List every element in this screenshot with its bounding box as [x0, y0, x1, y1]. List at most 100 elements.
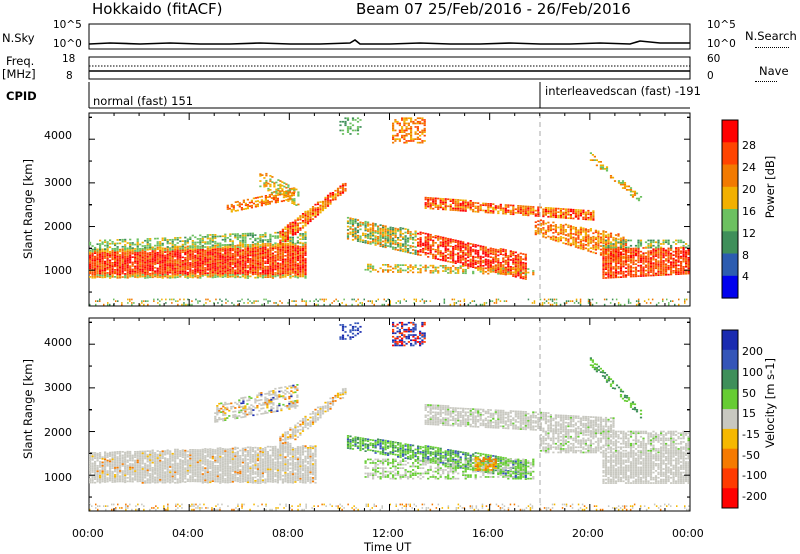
power-top-patch: [392, 117, 426, 144]
colorbar-swatch: [722, 209, 738, 232]
power-cb-tick-24: 24: [742, 161, 756, 174]
velocity-rise: [279, 387, 347, 454]
colorbar-swatch: [722, 164, 738, 188]
nsearch-legend-line: [755, 47, 789, 48]
xtick-2: 08:00: [272, 527, 304, 540]
velocity-streaks: [214, 384, 299, 423]
colorbar-swatch: [722, 231, 738, 255]
vel-cb-tick-m100: -100: [742, 469, 767, 482]
y-ticks: [89, 116, 690, 498]
velocity-late: [602, 452, 690, 484]
power-streak-b: [259, 172, 300, 206]
freq-unit-label: [MHz]: [2, 67, 36, 81]
velocity-colorbar: [721, 329, 739, 509]
power-cb-tick-8: 8: [742, 249, 749, 262]
colorbar-frame: [721, 329, 739, 509]
nave-tick-top: 60: [707, 53, 721, 65]
power-rise: [279, 182, 347, 249]
vel-cb-tick-15: 15: [742, 407, 756, 420]
velocity-panel: [88, 317, 691, 512]
colorbar-swatch: [722, 468, 738, 489]
velocity-lower: [364, 458, 535, 480]
velocity-ytick-4000: 4000: [44, 336, 72, 349]
power-cb-tick-4: 4: [742, 270, 749, 283]
power-main-band: [89, 241, 307, 279]
colorbar-swatch: [722, 448, 738, 469]
power-ytick-3000: 3000: [44, 176, 72, 189]
velocity-ytick-1000: 1000: [44, 471, 72, 484]
colorbar-frame: [721, 119, 739, 299]
colorbar-swatch: [722, 349, 738, 371]
power-ytick-2000: 2000: [44, 220, 72, 233]
power-late: [602, 246, 690, 279]
velocity-upper: [424, 404, 615, 435]
vel-cb-tick-50: 50: [742, 387, 756, 400]
xtick-1: 04:00: [172, 527, 204, 540]
colorbar-swatch: [722, 275, 738, 299]
nsearch-tick-top: 10^5: [707, 19, 736, 31]
power-cb-tick-16: 16: [742, 205, 756, 218]
velocity-top-patch: [392, 321, 426, 347]
power-panel: [88, 112, 691, 307]
nsearch-tick-bottom: 10^0: [707, 38, 736, 50]
colorbar-swatch: [722, 186, 738, 210]
velocity-orange-patch: [474, 456, 497, 471]
power-cb-tick-28: 28: [742, 139, 756, 152]
colorbar-swatch: [722, 253, 738, 277]
freq-tick-top: 18: [62, 53, 76, 65]
nsky-tick-bottom: 10^0: [53, 38, 82, 50]
power-late-streak: [589, 152, 643, 202]
xtick-4: 16:00: [472, 527, 504, 540]
cpid-label: CPID: [6, 89, 37, 103]
vel-cb-tick-m50: -50: [742, 449, 760, 462]
beam-date-title: Beam 07 25/Feb/2016 - 26/Feb/2016: [356, 0, 631, 18]
power-cb-tick-12: 12: [742, 227, 756, 240]
colorbar-swatch: [722, 142, 738, 166]
vel-cb-tick-200: 200: [742, 345, 763, 358]
colorbar-swatch: [722, 330, 738, 351]
colorbar-swatch: [722, 409, 738, 430]
colorbar-swatch: [722, 488, 738, 509]
cpid-strip: [88, 82, 690, 109]
nsky-label: N.Sky: [2, 31, 35, 45]
nsky-trace: [88, 39, 690, 45]
site-title: Hokkaido (fitACF): [92, 0, 223, 18]
velocity-ytick-3000: 3000: [44, 381, 72, 394]
nsky-tick-top: 10^5: [53, 19, 82, 31]
power-descend: [346, 216, 527, 280]
vel-cb-tick-m15: -15: [742, 428, 760, 441]
power-upper: [424, 196, 595, 221]
nave-legend-line: [755, 81, 777, 82]
nsearch-label: N.Search: [745, 29, 797, 43]
freq-label: Freq.: [6, 54, 35, 68]
velocity-late-streak: [589, 357, 643, 419]
xaxis-label: Time UT: [364, 540, 412, 554]
power-ytick-4000: 4000: [44, 129, 72, 142]
freq-strip: [88, 56, 691, 80]
power-colorbar: [721, 119, 739, 299]
colorbar-swatch: [722, 120, 738, 143]
power-cb-tick-20: 20: [742, 183, 756, 196]
velocity-late-upper: [539, 430, 690, 454]
power-ytick-1000: 1000: [44, 264, 72, 277]
colorbar-swatch: [722, 428, 738, 450]
freq-tick-bottom: 8: [66, 70, 73, 82]
xtick-3: 12:00: [372, 527, 404, 540]
cpid-mode-interleaved: interleavedscan (fast) -191: [545, 84, 701, 98]
velocity-bottom-noise: [89, 503, 690, 511]
nsky-strip: [88, 23, 691, 50]
power-lower: [364, 263, 535, 276]
power-bottom-noise: [89, 298, 688, 306]
power-top-patch-2: [339, 117, 362, 135]
cpid-mode-normal: normal (fast) 151: [93, 94, 194, 108]
velocity-main-band: [89, 444, 317, 484]
xtick-0: 00:00: [72, 527, 104, 540]
xtick-5: 20:00: [572, 527, 604, 540]
vel-cb-tick-100: 100: [742, 366, 763, 379]
colorbar-swatch: [722, 369, 738, 390]
colorbar-swatch: [722, 389, 738, 410]
velocity-top-patch-2: [339, 322, 362, 340]
nave-tick-bottom: 0: [707, 70, 714, 82]
nave-label: Nave: [759, 64, 789, 78]
